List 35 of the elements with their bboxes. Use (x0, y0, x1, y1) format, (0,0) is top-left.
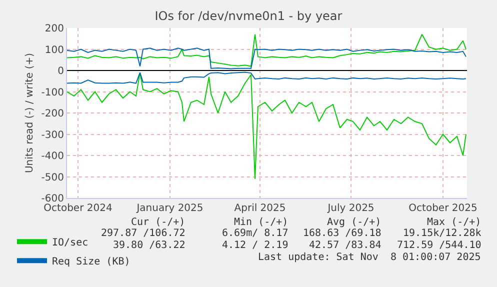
y-tick-label: 0 (58, 66, 64, 77)
y-tick-label: -200 (41, 108, 64, 120)
text: 712.59 /544.10 (397, 240, 482, 251)
text: Avg (-/+) (327, 217, 382, 228)
y-tick-label: -500 (41, 172, 64, 184)
y-tick-label: 200 (44, 24, 64, 34)
chart-title: IOs for /dev/nvme0n1 - by year (154, 9, 342, 24)
text: Max (-/+) (427, 217, 482, 228)
text: 4.12 / 2.19 (222, 240, 288, 251)
line-series (67, 72, 466, 84)
y-tick-label: -100 (41, 87, 64, 98)
line-series (67, 34, 466, 67)
x-tick-label: July 2025 (326, 203, 374, 214)
text: Last update: Sat Nov 8 01:00:07 2025 (258, 252, 481, 263)
text: 19.15k/12.28k (403, 228, 482, 239)
text: 6.69m/ 8.17 (222, 228, 288, 239)
text: 297.87 /106.72 (101, 228, 186, 239)
legend-label: Req Size (KB) (52, 256, 130, 268)
y-tick-label: -600 (41, 194, 64, 204)
text: Min (-/+) (234, 217, 288, 228)
y-tick-label: -400 (41, 151, 64, 162)
text: 168.63 /69.18 (303, 228, 382, 239)
y-axis-title: Units read (-) / write (+) (24, 52, 36, 174)
x-tick-label: April 2025 (234, 203, 286, 214)
x-tick-label: October 2024 (44, 203, 112, 214)
line-series (67, 72, 466, 180)
y-tick-label: 100 (44, 44, 64, 56)
text: 39.80 /63.22 (113, 240, 186, 251)
line-series (67, 48, 466, 70)
text: Cur (-/+) (131, 217, 186, 228)
x-tick-label: October 2025 (408, 203, 478, 214)
x-tick-label: January 2025 (136, 203, 204, 214)
legend-label: IO/sec (52, 238, 88, 249)
text: 42.57 /83.84 (309, 240, 382, 251)
y-tick-label: -300 (41, 130, 64, 141)
